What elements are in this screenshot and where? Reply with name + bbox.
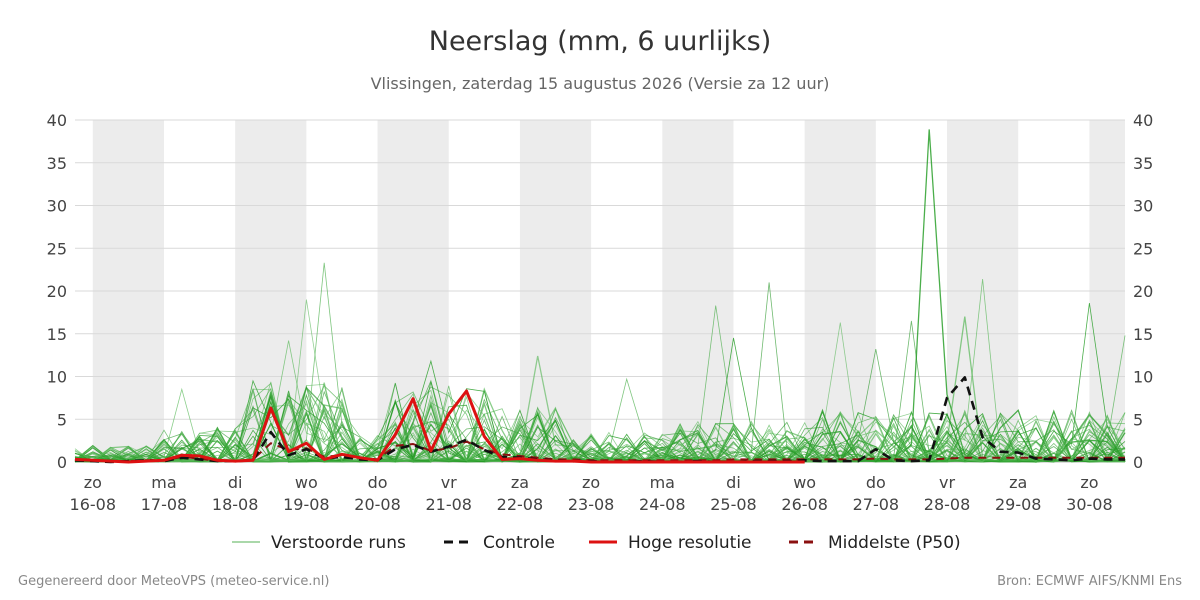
footer-generator: Gegenereerd door MeteoVPS (meteo-service… [18,574,329,589]
x-tick-day: zo [84,473,102,492]
x-tick-day: ma [650,473,675,492]
chart-subtitle: Vlissingen, zaterdag 15 augustus 2026 (V… [371,74,830,93]
x-tick-date: 25-08 [710,495,757,514]
x-tick-date: 17-08 [141,495,188,514]
y-tick-label-left: 30 [47,197,67,216]
footer-source: Bron: ECMWF AIFS/KNMI Ens [997,574,1182,589]
main-series [74,376,1125,464]
x-tick-day: vr [939,473,955,492]
x-tick-date: 28-08 [924,495,971,514]
x-tick-date: 18-08 [212,495,259,514]
x-tick-date: 23-08 [568,495,615,514]
series-line-hoge-resolutie [74,389,805,464]
x-tick-date: 16-08 [70,495,117,514]
axes: 0 0 5 5 10 10 15 15 20 20 25 25 30 30 35 35 40 40 zo 16-08 m… [47,111,1154,514]
y-tick-label-right: 10 [1133,368,1153,387]
x-tick-day: wo [295,473,318,492]
x-tick-day: zo [582,473,600,492]
legend: Verstoorde runs Controle Hoge resolutie Mid… [232,533,961,553]
x-tick-date: 27-08 [853,495,900,514]
y-tick-label-right: 5 [1133,410,1143,429]
x-tick-date: 29-08 [995,495,1042,514]
y-tick-label-right: 35 [1133,154,1153,173]
x-tick-day: wo [793,473,816,492]
x-tick-day: do [866,473,886,492]
y-tick-label-left: 5 [57,410,67,429]
y-tick-label-right: 40 [1133,111,1153,130]
x-tick-day: zo [1080,473,1098,492]
x-tick-date: 26-08 [781,495,828,514]
x-tick-date: 30-08 [1066,495,1113,514]
legend-label: Hoge resolutie [628,533,752,553]
x-tick-day: di [726,473,741,492]
x-tick-date: 21-08 [425,495,472,514]
y-tick-label-left: 35 [47,154,67,173]
chart-title: Neerslag (mm, 6 uurlijks) [429,26,771,57]
legend-label: Verstoorde runs [271,533,406,553]
x-tick-date: 22-08 [497,495,544,514]
x-tick-date: 24-08 [639,495,686,514]
y-tick-label-right: 30 [1133,197,1153,216]
y-tick-label-left: 40 [47,111,67,130]
legend-label: Middelste (P50) [828,533,961,553]
y-tick-label-left: 10 [47,368,67,387]
y-tick-label-left: 15 [47,325,67,344]
x-tick-date: 19-08 [283,495,330,514]
x-tick-day: vr [441,473,457,492]
x-tick-day: do [368,473,388,492]
x-tick-date: 20-08 [354,495,401,514]
y-tick-label-left: 0 [57,453,67,472]
y-tick-label-left: 25 [47,239,67,258]
x-tick-day: za [1009,473,1027,492]
legend-label: Controle [483,533,555,553]
x-tick-day: za [511,473,529,492]
y-tick-label-right: 0 [1133,453,1143,472]
x-tick-day: ma [151,473,176,492]
y-tick-label-left: 20 [47,282,67,301]
y-tick-label-right: 20 [1133,282,1153,301]
y-tick-label-right: 25 [1133,239,1153,258]
x-tick-day: di [228,473,243,492]
y-tick-label-right: 15 [1133,325,1153,344]
